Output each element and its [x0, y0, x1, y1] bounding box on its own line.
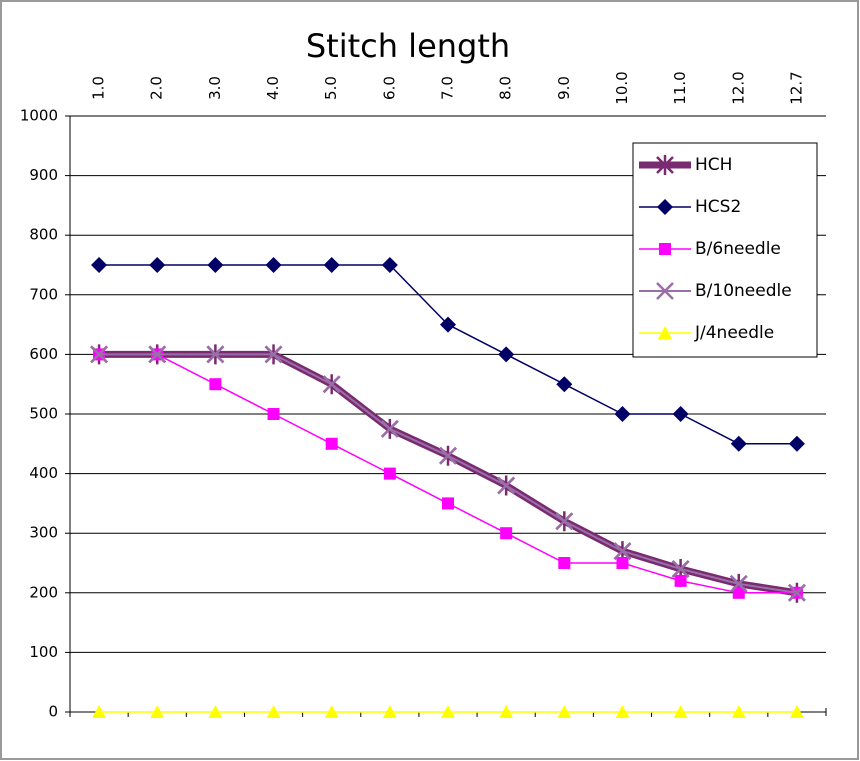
- x-tick-label: 6.0: [380, 76, 398, 100]
- marker: [207, 257, 224, 273]
- x-tick-label: 2.0: [148, 76, 166, 100]
- marker: [209, 378, 222, 391]
- y-tick-label: 800: [29, 226, 58, 244]
- x-tick-label: 12.7: [787, 71, 805, 104]
- x-tick-label: 9.0: [555, 76, 573, 100]
- chart-title: Stitch length: [306, 27, 510, 65]
- marker: [265, 257, 282, 273]
- marker: [731, 705, 746, 718]
- marker: [149, 257, 166, 273]
- legend-label: B/6needle: [695, 239, 781, 259]
- marker: [441, 705, 455, 718]
- marker: [671, 560, 690, 578]
- marker: [616, 557, 629, 569]
- marker: [148, 345, 167, 364]
- marker: [674, 574, 687, 587]
- marker: [440, 316, 456, 333]
- y-tick-label: 400: [29, 464, 58, 482]
- marker: [657, 199, 673, 215]
- y-tick-label: 200: [29, 583, 58, 601]
- marker: [91, 257, 108, 273]
- marker: [614, 406, 631, 422]
- marker: [206, 345, 225, 364]
- marker: [325, 437, 338, 450]
- y-tick-label: 700: [29, 285, 58, 303]
- marker: [264, 345, 283, 364]
- y-tick-label: 100: [29, 643, 58, 661]
- x-tick-label: 10.0: [613, 71, 631, 104]
- marker: [500, 527, 513, 540]
- marker: [92, 705, 107, 718]
- y-tick-label: 500: [29, 405, 58, 423]
- marker: [556, 376, 573, 393]
- y-tick-label: 900: [29, 166, 58, 184]
- y-tick-label: 300: [29, 524, 58, 542]
- legend-label: B/10needle: [695, 281, 792, 301]
- x-tick-label: 4.0: [264, 76, 282, 100]
- marker: [90, 345, 108, 364]
- marker: [382, 705, 397, 718]
- marker: [150, 705, 165, 718]
- marker: [266, 705, 281, 718]
- marker: [557, 705, 572, 718]
- marker: [730, 435, 747, 452]
- x-tick-label: 3.0: [206, 76, 224, 100]
- marker: [659, 243, 671, 255]
- y-tick-label: 1000: [20, 107, 58, 125]
- marker: [381, 257, 398, 273]
- marker: [383, 467, 396, 480]
- marker: [322, 375, 341, 394]
- marker: [732, 586, 745, 599]
- marker: [672, 406, 689, 422]
- marker: [789, 705, 804, 718]
- legend-label: J/4needle: [694, 323, 774, 343]
- x-tick-label: 1.0: [90, 76, 108, 100]
- marker: [729, 574, 748, 593]
- marker: [497, 476, 516, 495]
- marker: [267, 408, 280, 420]
- marker: [555, 512, 574, 531]
- marker: [499, 705, 514, 718]
- legend-label: HCH: [695, 155, 732, 175]
- marker: [658, 326, 672, 339]
- marker: [788, 435, 805, 452]
- marker: [324, 705, 339, 718]
- legend: HCH HCS2 B/6needle B/10needle J/4needle: [632, 142, 818, 358]
- x-tick-label: 5.0: [322, 76, 340, 100]
- marker: [439, 446, 457, 465]
- marker: [656, 155, 674, 175]
- legend-label: HCS2: [695, 197, 741, 217]
- y-tick-label: 0: [48, 703, 58, 721]
- marker: [656, 282, 674, 300]
- x-tick-label: 12.0: [729, 71, 747, 104]
- marker: [498, 346, 515, 363]
- x-tick-label: 7.0: [439, 76, 457, 100]
- marker: [613, 542, 632, 560]
- x-tick-label: 8.0: [497, 76, 515, 100]
- marker: [615, 705, 630, 718]
- y-tick-label: 600: [29, 345, 58, 363]
- marker: [208, 705, 223, 718]
- marker: [673, 705, 688, 718]
- marker: [558, 557, 571, 569]
- marker: [788, 583, 806, 602]
- marker: [442, 497, 454, 510]
- marker: [380, 420, 399, 438]
- x-tick-label: 11.0: [671, 71, 689, 104]
- marker: [323, 257, 340, 273]
